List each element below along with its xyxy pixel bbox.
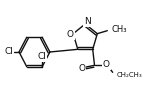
Text: CH₃: CH₃ <box>112 25 127 34</box>
Text: CH₂CH₃: CH₂CH₃ <box>116 72 142 78</box>
Text: O: O <box>78 64 85 73</box>
Text: Cl: Cl <box>5 47 14 56</box>
Text: O: O <box>103 60 110 69</box>
Text: Cl: Cl <box>38 52 47 61</box>
Text: N: N <box>84 17 90 27</box>
Text: O: O <box>67 30 74 39</box>
